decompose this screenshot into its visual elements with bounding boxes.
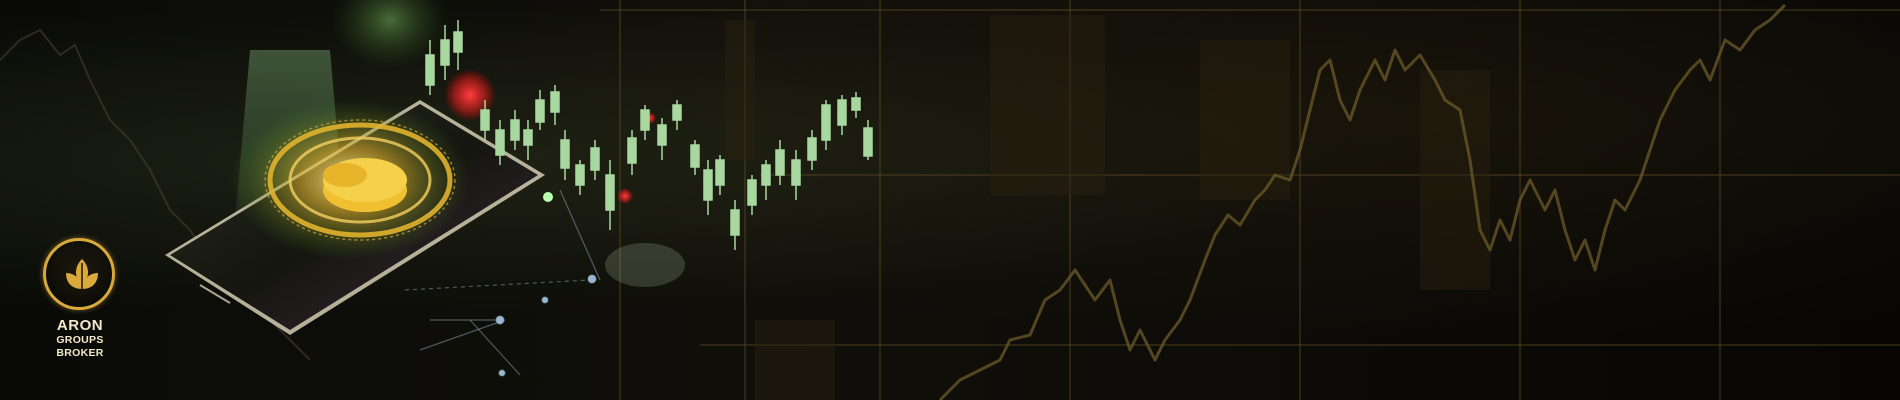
candlestick-chart-icon (425, 20, 873, 250)
hologram-connector-lines (404, 189, 601, 377)
logo-emblem (43, 238, 115, 310)
coin-stack-icon (230, 100, 470, 260)
price-alert-icon (444, 69, 496, 121)
brand-name-line2: GROUPS (56, 334, 104, 346)
brand-logo[interactable]: ARON GROUPS BROKER (40, 238, 125, 358)
brand-name-line3: BROKER (56, 347, 104, 359)
leaf-icon (66, 259, 98, 295)
brand-name-line1: ARON (56, 317, 104, 334)
volume-bars (725, 15, 1490, 400)
price-line-chart-icon (938, 3, 1787, 400)
